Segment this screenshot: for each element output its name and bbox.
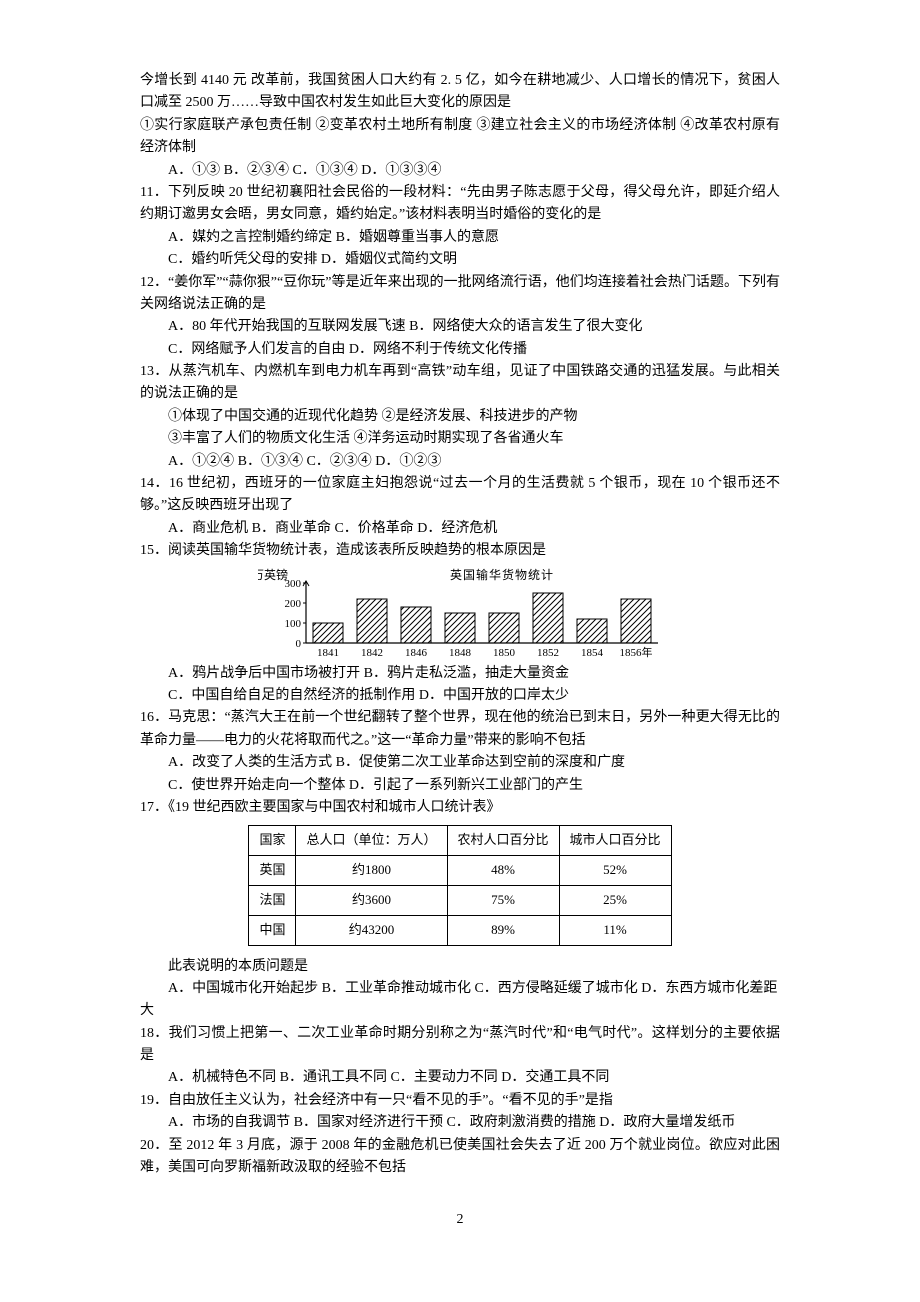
table-header: 国家 xyxy=(249,826,296,856)
intro-options: A．①③ B．②③④ C．①③④ D．①③③④ xyxy=(140,160,780,182)
population-table: 国家总人口（单位：万人）农村人口百分比城市人口百分比 英国约180048%52%… xyxy=(248,825,671,945)
chart-bar xyxy=(621,599,651,643)
chart-bar xyxy=(313,623,343,643)
q11-opt-row1: A．媒妁之言控制婚约缔定 B．婚姻尊重当事人的意愿 xyxy=(140,227,780,249)
chart-bar xyxy=(577,619,607,643)
table-cell: 89% xyxy=(447,915,559,945)
table-cell: 约43200 xyxy=(296,915,447,945)
bar-chart-svg: 万英镑 英国输华货物统计 0 100 200 300 1841 1842 1846 1848 185… xyxy=(258,567,662,661)
chart-xlabel: 1841 xyxy=(317,647,339,659)
table-cell: 中国 xyxy=(249,915,296,945)
q13-stem: 13．从蒸汽机车、内燃机车到电力机车再到“高铁”动车组，见证了中国铁路交通的迅猛… xyxy=(140,361,780,406)
table-cell: 法国 xyxy=(249,885,296,915)
q15-chart: 万英镑 英国输华货物统计 0 100 200 300 1841 1842 1846 1848 185… xyxy=(140,567,780,661)
q14-options: A．商业危机 B．商业革命 C．价格革命 D．经济危机 xyxy=(140,518,780,540)
q15-stem: 15．阅读英国输华货物统计表，造成该表所反映趋势的根本原因是 xyxy=(140,540,780,562)
chart-ytick: 300 xyxy=(285,578,302,590)
chart-bar xyxy=(489,613,519,643)
chart-xlabel: 1848 xyxy=(449,647,472,659)
q18-stem: 18．我们习惯上把第一、二次工业革命时期分别称之为“蒸汽时代”和“电气时代”。这… xyxy=(140,1023,780,1068)
q19-options: A．市场的自我调节 B．国家对经济进行干预 C．政府刺激消费的措施 D．政府大量… xyxy=(140,1112,780,1134)
q20-stem: 20．至 2012 年 3 月底，源于 2008 年的金融危机已使美国社会失去了… xyxy=(140,1135,780,1180)
q16-stem: 16．马克思：“蒸汽大王在前一个世纪翻转了整个世界，现在他的统治已到末日，另外一… xyxy=(140,707,780,752)
table-row: 中国约4320089%11% xyxy=(249,915,671,945)
q11-stem: 11．下列反映 20 世纪初襄阳社会民俗的一段材料：“先由男子陈志愿于父母，得父… xyxy=(140,182,780,227)
q14-stem: 14．16 世纪初，西班牙的一位家庭主妇抱怨说“过去一个月的生活费就 5 个银币… xyxy=(140,473,780,518)
intro-text-2: ①实行家庭联产承包责任制 ②变革农村土地所有制度 ③建立社会主义的市场经济体制 … xyxy=(140,115,780,160)
q12-opt-row2: C．网络赋予人们发言的自由 D．网络不利于传统文化传播 xyxy=(140,339,780,361)
chart-xlabel: 1846 xyxy=(405,647,428,659)
table-cell: 25% xyxy=(559,885,671,915)
q12-opt-row1: A．80 年代开始我国的互联网发展飞速 B．网络使大众的语言发生了很大变化 xyxy=(140,316,780,338)
chart-bar xyxy=(445,613,475,643)
table-row: 英国约180048%52% xyxy=(249,856,671,886)
chart-ytick: 200 xyxy=(285,598,302,610)
table-header: 农村人口百分比 xyxy=(447,826,559,856)
intro-text-1: 今增长到 4140 元 改革前，我国贫困人口大约有 2. 5 亿，如今在耕地减少… xyxy=(140,70,780,115)
q17-stem: 17．《19 世纪西欧主要国家与中国农村和城市人口统计表》 xyxy=(140,797,780,819)
q13-line1: ①体现了中国交通的近现代化趋势 ②是经济发展、科技进步的产物 xyxy=(140,406,780,428)
q17-sub: 此表说明的本质问题是 xyxy=(140,956,780,978)
q17-options: A．中国城市化开始起步 B．工业革命推动城市化 C．西方侵略延缓了城市化 D．东… xyxy=(140,978,780,1023)
table-cell: 英国 xyxy=(249,856,296,886)
page-number: 2 xyxy=(140,1209,780,1231)
q15-opt-row2: C．中国自给自足的自然经济的抵制作用 D．中国开放的口岸太少 xyxy=(140,685,780,707)
q11-opt-row2: C．婚约听凭父母的安排 D．婚姻仪式简约文明 xyxy=(140,249,780,271)
table-cell: 约3600 xyxy=(296,885,447,915)
chart-xlabel: 1856年 xyxy=(620,645,653,659)
table-cell: 52% xyxy=(559,856,671,886)
q15-opt-row1: A．鸦片战争后中国市场被打开 B．鸦片走私泛滥，抽走大量资金 xyxy=(140,663,780,685)
chart-title: 英国输华货物统计 xyxy=(450,567,554,582)
chart-ytick: 0 xyxy=(296,638,302,650)
chart-ytick: 100 xyxy=(285,618,302,630)
chart-xlabel: 1852 xyxy=(537,647,559,659)
table-header: 城市人口百分比 xyxy=(559,826,671,856)
q19-stem: 19．自由放任主义认为，社会经济中有一只“看不见的手”。“看不见的手”是指 xyxy=(140,1090,780,1112)
table-cell: 48% xyxy=(447,856,559,886)
table-cell: 约1800 xyxy=(296,856,447,886)
table-cell: 11% xyxy=(559,915,671,945)
q18-options: A．机械特色不同 B．通讯工具不同 C．主要动力不同 D．交通工具不同 xyxy=(140,1067,780,1089)
q12-stem: 12．“姜你军”“蒜你狠”“豆你玩”等是近年来出现的一批网络流行语，他们均连接着… xyxy=(140,272,780,317)
q13-options: A．①②④ B．①③④ C．②③④ D．①②③ xyxy=(140,451,780,473)
chart-bar xyxy=(357,599,387,643)
chart-xlabel: 1842 xyxy=(361,647,383,659)
q16-opt-row1: A．改变了人类的生活方式 B．促使第二次工业革命达到空前的深度和广度 xyxy=(140,752,780,774)
q13-line2: ③丰富了人们的物质文化生活 ④洋务运动时期实现了各省通火车 xyxy=(140,428,780,450)
table-row: 法国约360075%25% xyxy=(249,885,671,915)
chart-ylabel: 万英镑 xyxy=(258,567,288,582)
chart-xlabel: 1854 xyxy=(581,647,604,659)
table-header: 总人口（单位：万人） xyxy=(296,826,447,856)
q16-opt-row2: C．使世界开始走向一个整体 D．引起了一系列新兴工业部门的产生 xyxy=(140,775,780,797)
chart-bar xyxy=(401,607,431,643)
chart-xlabel: 1850 xyxy=(493,647,516,659)
chart-bar xyxy=(533,593,563,643)
table-cell: 75% xyxy=(447,885,559,915)
